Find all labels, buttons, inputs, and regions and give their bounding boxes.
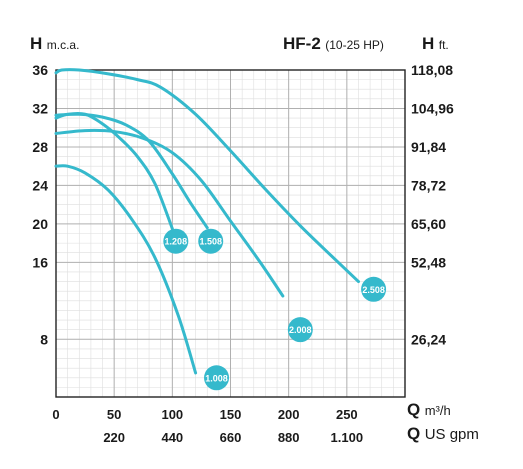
x-axis-letter: Q <box>407 400 421 419</box>
x2-tick-label: 440 <box>161 430 183 445</box>
right-axis-unit: ft. <box>438 38 449 52</box>
model-name: HF-2 <box>283 34 321 53</box>
chart-title: HF-2 (10-25 HP) <box>283 34 384 54</box>
curve-label-1.008: 1.008 <box>205 373 228 383</box>
x-axis-title-m3h: Q m³/h <box>407 400 451 420</box>
right-axis-header: H ft. <box>422 34 449 54</box>
curve-badge-2.008 <box>287 317 313 343</box>
x-axis-unit-gpm: US gpm <box>424 426 479 443</box>
x-axis-title-gpm: Q US gpm <box>407 424 479 444</box>
curve-2.008 <box>54 128 285 298</box>
y-tick-label: 32 <box>32 100 48 116</box>
curve-2.508 <box>54 68 360 284</box>
x2-tick-label: 880 <box>278 430 300 445</box>
y2-tick-label: 91,84 <box>411 139 446 155</box>
curve-label-2.008: 2.008 <box>289 325 312 335</box>
right-axis-letter: H <box>422 34 435 53</box>
plot-frame <box>55 69 406 398</box>
x2-tick-label: 660 <box>220 430 242 445</box>
y-tick-label: 8 <box>40 331 48 347</box>
x2-tick-label: 1.100 <box>331 430 364 445</box>
curve-badge-1.208 <box>163 228 189 254</box>
y-tick-label: 36 <box>32 62 48 78</box>
y-tick-label: 28 <box>32 139 48 155</box>
y2-tick-label: 52,48 <box>411 254 446 270</box>
x-tick-label: 0 <box>52 407 59 422</box>
y2-tick-label: 104,96 <box>411 100 454 116</box>
x-tick-label: 200 <box>278 407 300 422</box>
left-axis-letter: H <box>30 34 43 53</box>
y2-tick-label: 26,24 <box>411 331 446 347</box>
model-range: (10-25 HP) <box>325 38 384 52</box>
left-axis-unit: m.c.a. <box>46 38 80 52</box>
x-tick-label: 250 <box>336 407 358 422</box>
x-tick-label: 100 <box>161 407 183 422</box>
curve-label-1.508: 1.508 <box>199 237 222 247</box>
y-tick-label: 20 <box>32 216 48 232</box>
curve-1.508 <box>54 112 209 230</box>
y2-tick-label: 78,72 <box>411 177 446 193</box>
curve-1.008 <box>54 164 198 375</box>
x-tick-label: 50 <box>107 407 121 422</box>
x-tick-label: 150 <box>220 407 242 422</box>
y2-tick-label: 65,60 <box>411 216 446 232</box>
y2-tick-label: 118,08 <box>411 62 453 78</box>
curve-label-2.508: 2.508 <box>362 285 385 295</box>
curve-badge-2.508 <box>361 276 387 302</box>
curve-badge-1.508 <box>198 228 224 254</box>
x2-tick-label: 220 <box>103 430 125 445</box>
curve-label-1.208: 1.208 <box>165 237 188 247</box>
curve-badge-1.008 <box>204 365 230 391</box>
y-tick-label: 24 <box>32 177 48 193</box>
left-axis-header: H m.c.a. <box>30 34 79 54</box>
x-axis-unit-m3h: m³/h <box>424 403 451 418</box>
x2-axis-letter: Q <box>407 424 421 443</box>
y-tick-label: 16 <box>32 254 48 270</box>
